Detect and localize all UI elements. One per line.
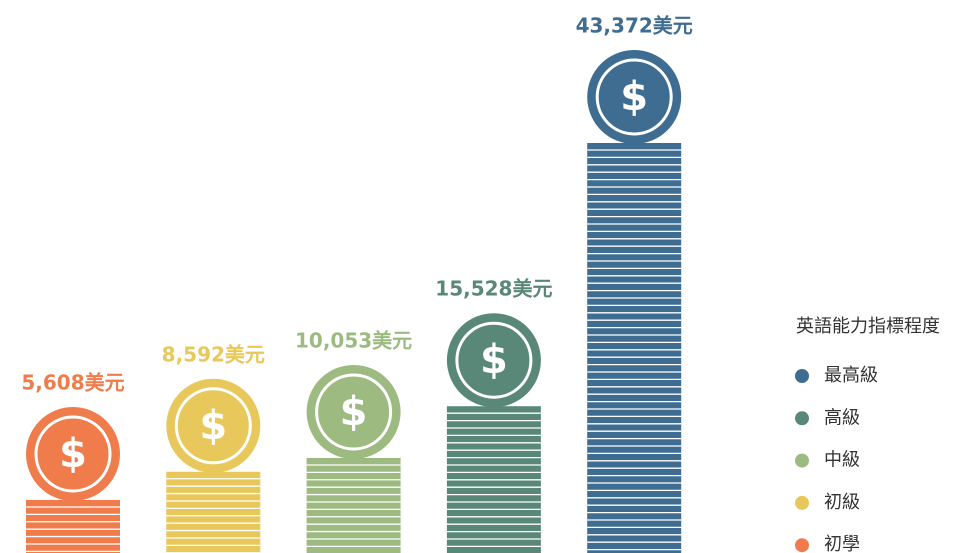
coin [446,313,541,408]
legend-dot [795,411,809,426]
bar [306,457,401,553]
bar [166,471,261,553]
coin-ring [455,321,533,399]
coin [166,378,261,473]
legend-label: 最高級 [824,365,878,386]
value-label: 43,372美元 [576,14,693,38]
coin [26,406,120,501]
coin-symbol: $ [340,389,368,435]
coin-symbol: $ [480,337,508,383]
legend-dot [795,538,809,553]
legend-label: 初學 [824,534,860,553]
coin-ring [315,373,393,451]
value-label: 5,608美元 [21,370,124,394]
value-label: 10,053美元 [295,328,412,352]
legend-label: 初級 [824,492,860,513]
legend-label: 高級 [824,407,860,428]
coin-ring [34,415,112,493]
bar [26,499,120,553]
legend-dot [795,495,809,510]
coin [306,364,401,459]
value-label: 15,528美元 [435,277,552,301]
value-label: 8,592美元 [162,342,265,366]
coin-symbol: $ [59,431,87,477]
bar [587,143,682,553]
coin [587,50,682,144]
legend-title: 英語能力指標程度 [796,316,940,337]
legend-dot [795,369,809,383]
coin-symbol: $ [620,74,648,120]
coin-ring [595,58,673,136]
coin-symbol: $ [199,403,227,449]
legend-dot [795,453,809,468]
legend-label: 中級 [824,450,860,471]
coin-ring [174,387,252,465]
